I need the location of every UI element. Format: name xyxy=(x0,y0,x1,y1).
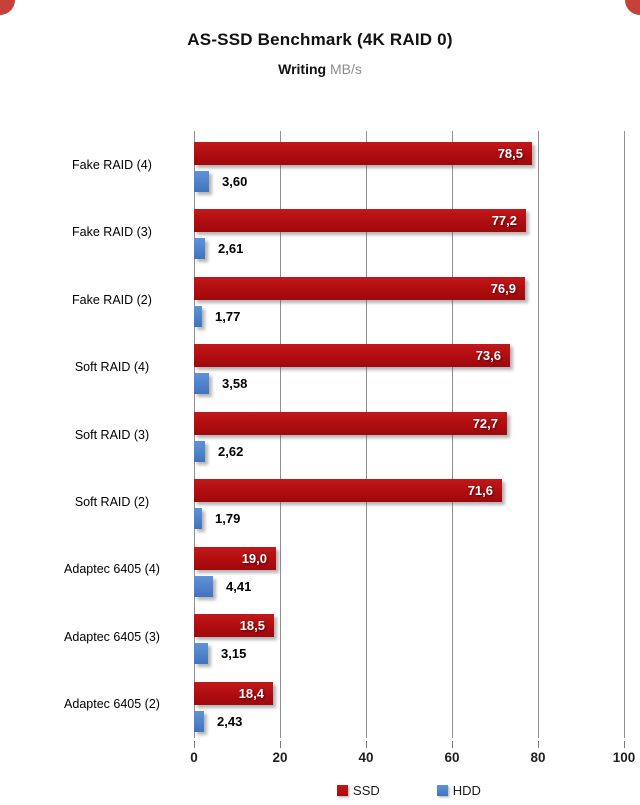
category-label: Adaptec 6405 (4) xyxy=(64,562,160,576)
ssd-bar: 19,0 xyxy=(194,547,276,570)
subtitle-unit: MB/s xyxy=(329,61,362,77)
axis-tick xyxy=(194,741,195,748)
corner-decoration-right xyxy=(625,0,640,15)
category-label: Fake RAID (3) xyxy=(72,225,152,239)
hdd-bar xyxy=(194,576,213,597)
legend-item-ssd: SSD xyxy=(337,783,380,798)
legend-label-hdd: HDD xyxy=(452,783,481,798)
ssd-swatch-icon xyxy=(337,785,349,796)
x-axis-label: 100 xyxy=(612,750,636,765)
ssd-value-label: 77,2 xyxy=(491,213,517,228)
category-label: Fake RAID (4) xyxy=(72,158,152,172)
ssd-value-label: 19,0 xyxy=(241,551,267,566)
hdd-value-label: 3,15 xyxy=(221,646,247,661)
ssd-value-label: 76,9 xyxy=(490,281,516,296)
hdd-value-label: 2,61 xyxy=(218,241,244,256)
plot-area: 78,5 77,2 76,9 73,6 72,7 71,6 19,0 18,5 18,4 xyxy=(194,131,625,748)
category-label: Adaptec 6405 (2) xyxy=(64,697,160,711)
ssd-value-label: 18,4 xyxy=(238,686,264,701)
ssd-value-label: 18,5 xyxy=(239,618,265,633)
x-axis-label: 0 xyxy=(190,750,198,765)
x-axis-label: 20 xyxy=(272,750,288,765)
axis-tick xyxy=(624,741,625,748)
axis-tick xyxy=(538,741,539,748)
category-label: Soft RAID (4) xyxy=(74,360,150,374)
ssd-value-label: 78,5 xyxy=(497,146,523,161)
legend-item-hdd: HDD xyxy=(436,783,481,798)
chart-title: AS-SSD Benchmark (4K RAID 0) xyxy=(187,30,453,49)
ssd-value-label: 71,6 xyxy=(467,483,493,498)
ssd-bar: 73,6 xyxy=(194,344,510,367)
ssd-value-label: 72,7 xyxy=(472,416,498,431)
ssd-bar: 18,5 xyxy=(194,614,274,637)
hdd-value-label: 4,41 xyxy=(226,579,252,594)
category-label: Soft RAID (3) xyxy=(74,428,150,442)
hdd-bar xyxy=(194,508,202,529)
ssd-bar: 71,6 xyxy=(194,479,502,502)
category-label: Adaptec 6405 (3) xyxy=(64,630,160,644)
corner-decoration-left xyxy=(0,0,15,15)
ssd-bar: 76,9 xyxy=(194,277,525,300)
hdd-value-label: 2,43 xyxy=(217,714,243,729)
hdd-value-label: 2,62 xyxy=(218,444,244,459)
x-axis-label: 80 xyxy=(530,750,546,765)
gridline xyxy=(624,131,625,738)
hdd-bar xyxy=(194,373,209,394)
hdd-bar xyxy=(194,171,209,192)
axis-tick xyxy=(280,741,281,748)
axis-tick xyxy=(452,741,453,748)
legend: SSD HDD xyxy=(194,783,624,798)
hdd-bar xyxy=(194,711,204,732)
x-axis-label: 40 xyxy=(358,750,374,765)
ssd-bar: 72,7 xyxy=(194,412,507,435)
gridline xyxy=(538,131,539,738)
hdd-bar xyxy=(194,441,205,462)
hdd-bar xyxy=(194,643,208,664)
legend-label-ssd: SSD xyxy=(353,783,380,798)
hdd-value-label: 3,60 xyxy=(222,174,248,189)
category-label: Soft RAID (2) xyxy=(74,495,150,509)
ssd-bar: 78,5 xyxy=(194,142,532,165)
hdd-value-label: 1,77 xyxy=(215,309,241,324)
hdd-bar xyxy=(194,238,205,259)
hdd-value-label: 3,58 xyxy=(222,376,248,391)
category-label: Fake RAID (2) xyxy=(72,293,152,307)
x-axis-label: 60 xyxy=(444,750,460,765)
hdd-bar xyxy=(194,306,202,327)
hdd-swatch-icon xyxy=(436,785,448,796)
ssd-bar: 18,4 xyxy=(194,682,273,705)
hdd-value-label: 1,79 xyxy=(215,511,241,526)
axis-tick xyxy=(366,741,367,748)
ssd-bar: 77,2 xyxy=(194,209,526,232)
ssd-value-label: 73,6 xyxy=(475,348,501,363)
chart-subtitle: Writing MB/s xyxy=(0,61,640,77)
subtitle-metric: Writing xyxy=(278,61,327,77)
